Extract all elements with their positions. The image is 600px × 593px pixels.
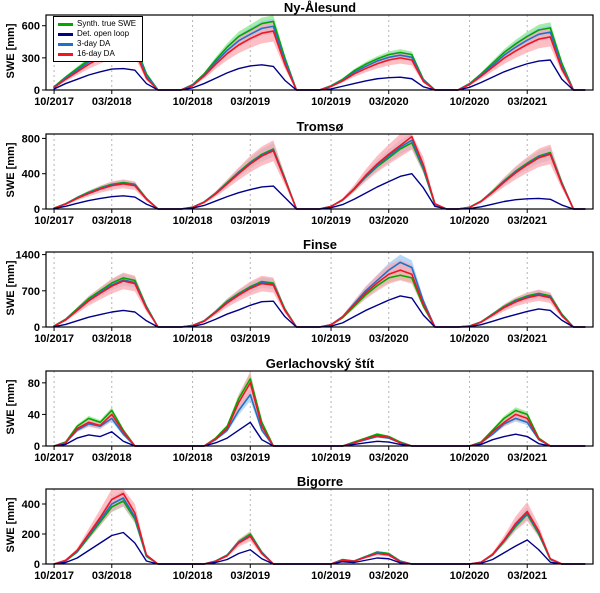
svg-text:10/2020: 10/2020: [450, 452, 490, 464]
svg-text:03/2021: 03/2021: [507, 96, 547, 108]
svg-text:03/2019: 03/2019: [230, 215, 270, 227]
svg-text:03/2021: 03/2021: [507, 333, 547, 345]
panel-ny-alesund: Ny-Ålesund SWE [mm] 10/2017 03/2018 10/201…: [0, 0, 600, 119]
svg-text:400: 400: [22, 499, 40, 511]
svg-text:0: 0: [34, 204, 40, 216]
svg-text:80: 80: [28, 378, 40, 390]
svg-text:300: 300: [22, 53, 40, 65]
svg-text:700: 700: [22, 286, 40, 298]
svg-text:10/2017: 10/2017: [34, 452, 74, 464]
svg-text:10/2018: 10/2018: [173, 570, 213, 582]
blue-line-swatch: [58, 42, 73, 46]
svg-text:03/2020: 03/2020: [369, 215, 409, 227]
svg-text:03/2018: 03/2018: [92, 215, 132, 227]
svg-text:03/2019: 03/2019: [230, 570, 270, 582]
plot-ny-alesund: 10/2017 03/2018 10/2018 03/2019 10/2019 03/20…: [22, 14, 594, 108]
green-line-swatch: [58, 22, 73, 26]
svg-text:10/2020: 10/2020: [450, 333, 490, 345]
legend: Synth. true SWE Det. open loop 3-day DA …: [53, 16, 144, 62]
svg-text:03/2021: 03/2021: [507, 452, 547, 464]
svg-text:03/2021: 03/2021: [507, 215, 547, 227]
svg-text:400: 400: [22, 168, 40, 180]
legend-label: Synth. true SWE: [77, 19, 137, 28]
panel-title: Tromsø: [296, 118, 344, 134]
svg-text:10/2018: 10/2018: [173, 452, 213, 464]
svg-text:0: 0: [34, 441, 40, 453]
panel-title: Gerlachovský štít: [265, 355, 375, 371]
svg-text:600: 600: [22, 21, 40, 33]
legend-label: 16-day DA: [77, 49, 115, 58]
svg-text:10/2018: 10/2018: [173, 333, 213, 345]
svg-text:0: 0: [34, 559, 40, 571]
svg-text:0: 0: [34, 322, 40, 334]
svg-text:10/2019: 10/2019: [311, 570, 351, 582]
plot-finse: 10/2017 03/2018 10/2018 03/2019 10/2019 03/20…: [16, 250, 594, 345]
panel-tromso: Tromsø SWE [mm] 10/2017 03/2018 10/2018 03/…: [0, 119, 600, 238]
svg-text:03/2020: 03/2020: [369, 452, 409, 464]
panel-bigorre: Bigorre SWE [mm] 10/2017 03/2018 10/2018 03…: [0, 474, 600, 593]
legend-item-synth-true-swe: Synth. true SWE: [58, 19, 136, 29]
svg-text:10/2019: 10/2019: [311, 452, 351, 464]
legend-item-det-open-loop: Det. open loop: [58, 29, 136, 39]
panel-gerlachovsky-stit: Gerlachovský štít SWE [mm] 10/2017 03/201…: [0, 356, 600, 475]
legend-item-16-day-da: 16-day DA: [58, 49, 136, 59]
svg-text:0: 0: [34, 85, 40, 97]
svg-text:10/2019: 10/2019: [311, 333, 351, 345]
svg-text:03/2018: 03/2018: [92, 333, 132, 345]
svg-text:10/2018: 10/2018: [173, 96, 213, 108]
svg-text:03/2020: 03/2020: [369, 96, 409, 108]
svg-text:03/2019: 03/2019: [230, 333, 270, 345]
svg-text:200: 200: [22, 529, 40, 541]
svg-text:800: 800: [22, 133, 40, 145]
svg-text:03/2018: 03/2018: [92, 96, 132, 108]
svg-text:03/2020: 03/2020: [369, 333, 409, 345]
svg-text:03/2019: 03/2019: [230, 96, 270, 108]
svg-text:10/2020: 10/2020: [450, 215, 490, 227]
panel-finse: Finse SWE [mm] 10/2017 03/2018 10/2018 03/2…: [0, 237, 600, 356]
svg-text:03/2019: 03/2019: [230, 452, 270, 464]
svg-text:10/2019: 10/2019: [311, 215, 351, 227]
svg-text:03/2018: 03/2018: [92, 452, 132, 464]
panel-title: Ny-Ålesund: [283, 0, 357, 15]
svg-text:10/2017: 10/2017: [34, 96, 74, 108]
svg-text:10/2017: 10/2017: [34, 333, 74, 345]
legend-item-3-day-da: 3-day DA: [58, 39, 136, 49]
svg-text:40: 40: [28, 409, 40, 421]
plot-gerlachovsky-stit: 10/2017 03/2018 10/2018 03/2019 10/2019 03/20…: [28, 370, 594, 464]
legend-label: Det. open loop: [77, 29, 130, 38]
plot-bigorre: 10/2017 03/2018 10/2018 03/2019 10/2019 03/20…: [22, 488, 594, 582]
panel-title: Finse: [303, 237, 337, 253]
plot-tromso: 10/2017 03/2018 10/2018 03/2019 10/2019 03/20…: [22, 132, 594, 227]
svg-text:10/2017: 10/2017: [34, 570, 74, 582]
svg-text:03/2021: 03/2021: [507, 570, 547, 582]
legend-label: 3-day DA: [77, 39, 111, 48]
navy-line-swatch: [58, 32, 73, 36]
svg-text:10/2018: 10/2018: [173, 215, 213, 227]
red-line-swatch: [58, 52, 73, 56]
svg-text:1400: 1400: [16, 250, 40, 262]
svg-text:03/2018: 03/2018: [92, 570, 132, 582]
panel-title: Bigorre: [296, 474, 344, 490]
svg-text:03/2020: 03/2020: [369, 570, 409, 582]
svg-text:10/2017: 10/2017: [34, 215, 74, 227]
svg-text:10/2020: 10/2020: [450, 570, 490, 582]
svg-text:10/2019: 10/2019: [311, 96, 351, 108]
svg-text:10/2020: 10/2020: [450, 96, 490, 108]
